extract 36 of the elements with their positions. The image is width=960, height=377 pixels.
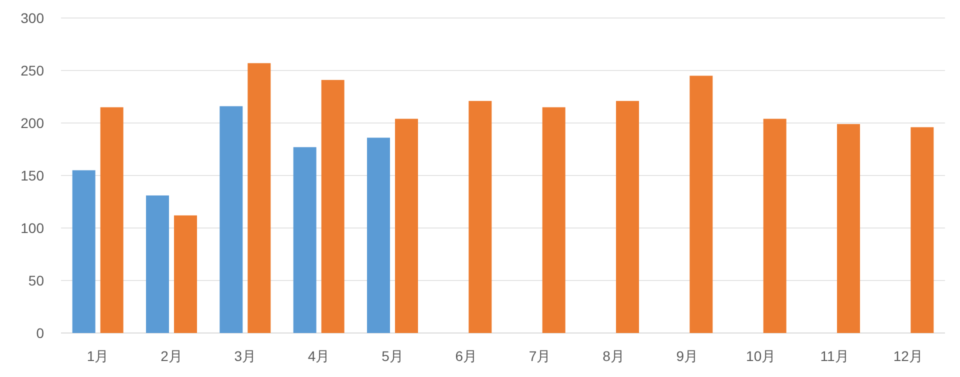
- bar: [367, 138, 390, 333]
- bar: [321, 80, 344, 333]
- x-tick-label: 11月: [820, 348, 849, 364]
- bar: [293, 147, 316, 333]
- x-tick-label: 6月: [455, 348, 478, 364]
- x-tick-label: 2月: [160, 348, 182, 364]
- bar: [542, 107, 566, 333]
- bar: [837, 124, 860, 333]
- y-tick-label: 150: [20, 168, 44, 184]
- x-tick-label: 3月: [234, 348, 256, 364]
- bar: [763, 118, 786, 333]
- x-tick-label: 12月: [893, 348, 923, 364]
- bar: [248, 63, 271, 333]
- bar: [220, 106, 243, 333]
- bar: [616, 100, 639, 333]
- bar: [910, 127, 934, 333]
- bar: [100, 107, 124, 333]
- x-tick-label: 7月: [528, 348, 551, 364]
- y-tick-label: 50: [28, 272, 44, 288]
- y-tick-label: 300: [20, 10, 44, 26]
- bar: [690, 76, 713, 333]
- y-tick-label: 100: [20, 220, 44, 236]
- y-tick-label: 250: [20, 62, 44, 78]
- x-tick-label: 10月: [746, 348, 776, 364]
- x-tick-label: 4月: [308, 348, 330, 364]
- bar: [72, 170, 96, 333]
- bar: [468, 100, 492, 333]
- x-tick-label: 1月: [86, 348, 109, 364]
- bar: [146, 195, 169, 333]
- x-tick-label: 5月: [382, 348, 404, 364]
- x-tick-label: 9月: [676, 348, 698, 364]
- x-tick-label: 8月: [602, 348, 624, 364]
- bar: [395, 118, 418, 333]
- y-tick-label: 0: [36, 325, 44, 341]
- bar: [174, 215, 197, 333]
- y-tick-label: 200: [20, 115, 44, 131]
